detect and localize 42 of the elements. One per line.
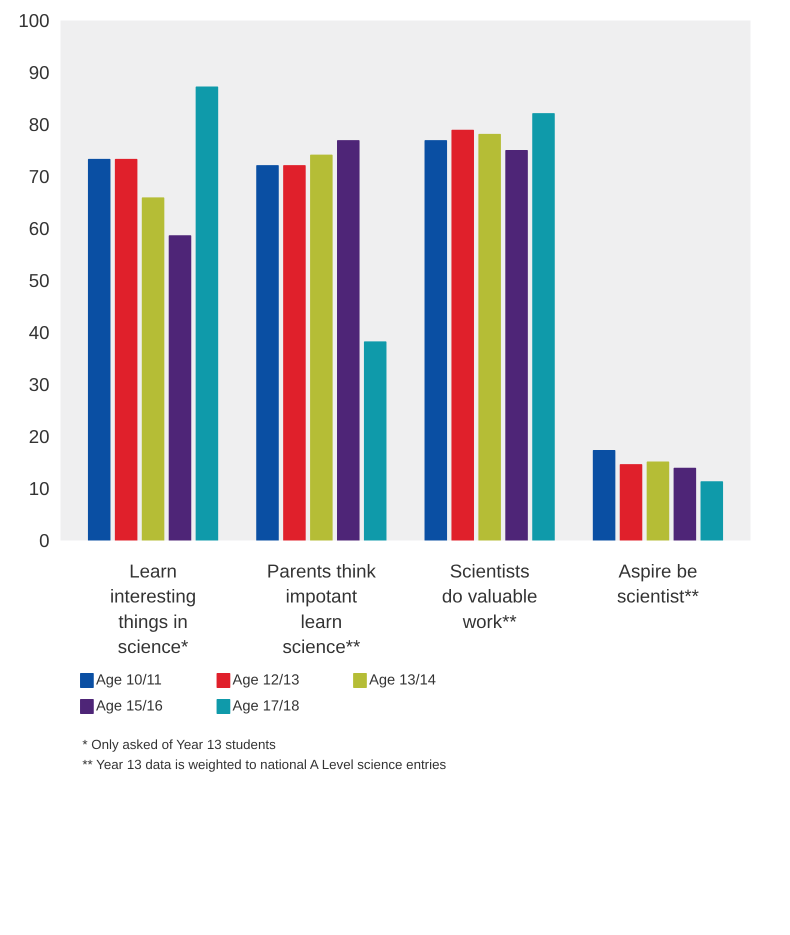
bar: [283, 165, 306, 540]
bar: [592, 450, 616, 540]
y-tick-label: 90: [28, 62, 50, 83]
bar: [196, 86, 218, 540]
bar: [364, 341, 386, 540]
y-tick-label: 40: [28, 322, 50, 343]
bar: [451, 130, 474, 540]
bar: [256, 165, 279, 540]
bar: [700, 481, 724, 540]
y-tick-label: 0: [39, 530, 50, 551]
bar: [168, 235, 192, 540]
legend-label: Age 13/14: [369, 672, 436, 688]
bar: [478, 134, 501, 540]
x-tick-label: Aspire be scientist**: [616, 560, 699, 607]
bar: [142, 197, 164, 540]
legend-label: Age 10/11: [96, 672, 162, 688]
text: ** Year 13 data is weighted to national A Level science entries: [82, 757, 446, 772]
legend-label: Age 12/13: [232, 672, 300, 688]
y-tick-label: 70: [28, 166, 50, 187]
y-tick-label: 10: [28, 478, 50, 499]
y-tick-label: 30: [28, 374, 50, 395]
bar: [532, 113, 555, 540]
bar: [88, 158, 110, 540]
text: * Only asked of Year 13 students: [82, 737, 276, 752]
bar: [424, 140, 448, 540]
x-tick-label: Parents think impotant learn science**: [266, 560, 376, 658]
y-tick-label: 100: [18, 10, 50, 31]
y-tick-label: 50: [28, 270, 50, 291]
y-tick-label: 20: [28, 426, 50, 447]
bar: [310, 154, 333, 540]
bar: [620, 464, 642, 540]
legend-label: Age 17/18: [232, 698, 300, 714]
legend-label: Age 15/16: [96, 698, 163, 714]
y-tick-label: 60: [28, 218, 50, 239]
bar: [646, 461, 670, 540]
bar: [674, 468, 696, 540]
bar: [505, 150, 528, 540]
x-tick-label: Learn interesting things in science*: [110, 560, 196, 658]
y-tick-label: 80: [28, 114, 50, 135]
bar: [114, 158, 138, 540]
x-tick-label: Scientists do valuable work**: [442, 560, 538, 632]
bar: [337, 140, 360, 540]
